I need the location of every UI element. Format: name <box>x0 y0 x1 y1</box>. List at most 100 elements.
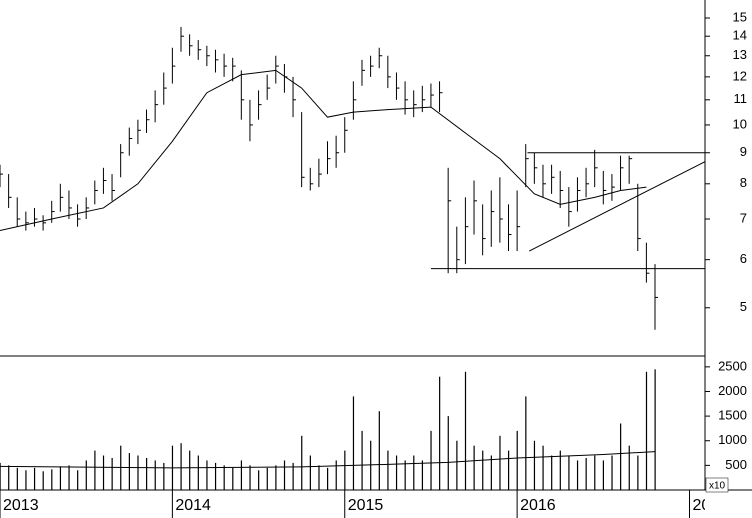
plot-area: 2013 2014 2015 2016 2017 <box>0 26 728 518</box>
volume-bar <box>620 423 622 490</box>
y-tick-label: 6 <box>740 251 747 266</box>
volume-bar <box>413 455 415 490</box>
volume-bar <box>68 465 70 490</box>
volume-bar <box>516 430 518 490</box>
volume-bar <box>352 396 355 490</box>
volume-bar <box>447 416 449 490</box>
volume-bar <box>378 411 380 490</box>
y-tick-label: 1500 <box>718 408 747 423</box>
volume-bar <box>335 460 337 490</box>
volume-bar <box>137 455 139 490</box>
volume-bar <box>344 450 346 490</box>
volume-bar <box>85 460 87 490</box>
volume-bar <box>197 455 199 490</box>
volume-bar <box>266 467 268 490</box>
x-tick-label: 2016 <box>520 497 556 514</box>
volume-bar <box>146 457 148 490</box>
y-tick-label: 7 <box>740 210 747 225</box>
volume-bar <box>154 460 156 490</box>
volume-bar <box>507 450 510 490</box>
volume-bar <box>232 467 234 490</box>
volume-bar <box>482 450 484 490</box>
volume-bar <box>473 445 475 490</box>
volume-bar <box>292 462 294 490</box>
volume-bar <box>361 430 363 490</box>
y-tick-label: 13 <box>733 47 747 62</box>
volume-bar <box>275 465 277 490</box>
volume-bar <box>559 450 561 490</box>
volume-bar <box>16 467 18 490</box>
y-tick-label: 2500 <box>718 358 747 373</box>
volume-bar <box>42 471 44 490</box>
y-tick-label: 8 <box>740 175 747 190</box>
volume-bar <box>214 462 217 490</box>
volume-bar <box>490 455 492 490</box>
x-tick-label: 2014 <box>175 497 211 514</box>
volume-unit: x10 <box>709 481 726 492</box>
volume-bar <box>258 470 260 490</box>
volume-bar <box>602 460 605 490</box>
volume-bar <box>637 455 639 490</box>
y-tick-label: 15 <box>733 9 747 24</box>
volume-bar <box>94 450 96 490</box>
volume-bar <box>180 443 182 490</box>
y-tick-label: 14 <box>733 28 747 43</box>
volume-bar <box>421 460 424 490</box>
volume-bar <box>551 455 553 490</box>
x-tick-label: 2017 <box>692 497 728 514</box>
volume-average <box>0 451 656 469</box>
volume-bar <box>456 440 458 490</box>
volume-bar <box>585 457 587 490</box>
unit-box <box>705 477 729 493</box>
volume-bar <box>128 453 130 490</box>
x-tick-label: 2013 <box>3 497 39 514</box>
trend-line <box>528 161 705 252</box>
volume-bar <box>25 470 27 490</box>
volume-bar <box>0 462 1 490</box>
y-tick-label: 2000 <box>718 383 747 398</box>
volume-bar <box>387 450 389 490</box>
volume-bar <box>430 430 432 490</box>
volume-bar <box>404 460 406 490</box>
volume-bar <box>499 435 501 490</box>
y-tick-label: 5 <box>740 299 747 314</box>
volume-bar <box>568 455 570 490</box>
volume-bar <box>111 457 113 490</box>
y-tick-label: 9 <box>740 144 747 159</box>
volume-bar <box>102 455 105 490</box>
moving-average <box>0 69 647 232</box>
volume-bar <box>77 470 79 490</box>
volume-bar <box>594 455 596 490</box>
x-tick-label: 2015 <box>348 497 384 514</box>
volume-bar <box>33 467 36 490</box>
volume-bar <box>542 445 544 490</box>
volume-bar <box>395 455 398 490</box>
volume-bar <box>206 460 208 490</box>
volume-bar <box>533 440 536 490</box>
y-tick-label: 11 <box>734 91 748 106</box>
volume-bar <box>439 376 441 490</box>
volume-bar <box>525 396 527 490</box>
volume-bar <box>576 460 579 490</box>
volume-bar <box>327 467 329 490</box>
y-tick-label: 500 <box>725 457 747 472</box>
volume-bar <box>51 469 53 490</box>
volume-bar <box>628 445 630 490</box>
volume-bar <box>464 371 467 490</box>
y-tick-label: 1000 <box>718 432 747 447</box>
volume-bar <box>301 435 303 490</box>
volume-bar <box>59 466 62 490</box>
volume-bar <box>240 460 243 490</box>
volume-bar <box>223 465 225 490</box>
volume-bar <box>654 369 656 490</box>
volume-bar <box>8 465 10 490</box>
y-tick-label: 12 <box>733 68 747 83</box>
volume-bar <box>309 455 311 490</box>
y-tick-label: 10 <box>733 116 747 131</box>
volume-bar <box>283 460 286 490</box>
volume-bar <box>645 371 648 490</box>
volume-bar <box>318 465 320 490</box>
volume-bar <box>611 455 613 490</box>
volume-bar <box>189 450 191 490</box>
